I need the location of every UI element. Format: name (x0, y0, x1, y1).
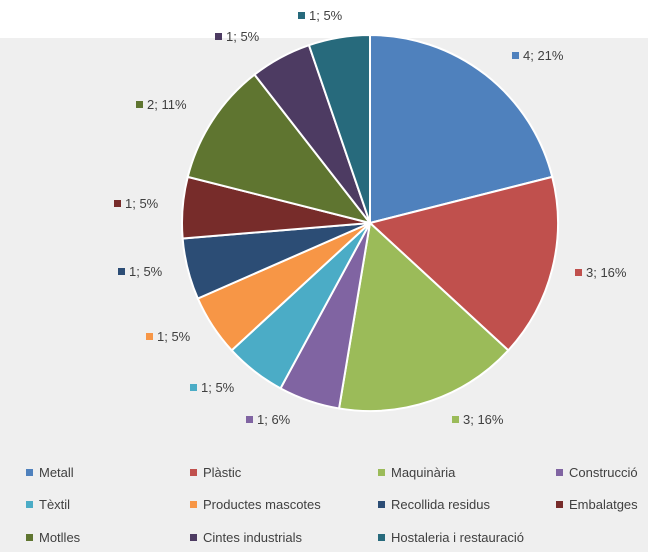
data-label-0: 4; 21% (512, 48, 564, 63)
legend-item: Construcció (556, 464, 638, 482)
legend-label: Construcció (569, 465, 638, 480)
data-label-2: 3; 16% (452, 412, 504, 427)
legend-swatch (26, 501, 33, 508)
data-label-text: 1; 6% (257, 412, 291, 427)
legend-item: Plàstic (190, 464, 241, 482)
data-label-4: 1; 5% (190, 380, 235, 395)
data-label-text: 4; 21% (523, 48, 564, 63)
data-label-text: 1; 5% (129, 264, 163, 279)
legend-swatch (26, 534, 33, 541)
legend-item: Motlles (26, 529, 80, 547)
data-label-3: 1; 6% (246, 412, 291, 427)
legend-label: Maquinària (391, 465, 455, 480)
data-label-6: 1; 5% (118, 264, 163, 279)
legend-item: Hostaleria i restauració (378, 529, 524, 547)
legend-label: Productes mascotes (203, 497, 321, 512)
data-label-7: 1; 5% (114, 196, 159, 211)
legend-swatch (190, 534, 197, 541)
legend-label: Cintes industrials (203, 530, 302, 545)
data-label-5: 1; 5% (146, 329, 191, 344)
legend-swatch (190, 469, 197, 476)
data-label-marker (452, 416, 459, 423)
data-label-marker (215, 33, 222, 40)
legend: Metall Plàstic Maquinària Construcció Tèxtil… (0, 452, 648, 552)
data-label-marker (575, 269, 582, 276)
data-label-marker (136, 101, 143, 108)
legend-item: Maquinària (378, 464, 455, 482)
data-label-text: 1; 5% (157, 329, 191, 344)
legend-label: Recollida residus (391, 497, 490, 512)
data-label-text: 1; 5% (125, 196, 159, 211)
data-label-text: 1; 5% (226, 29, 260, 44)
legend-label: Embalatges (569, 497, 638, 512)
legend-item: Embalatges (556, 496, 638, 514)
data-label-text: 1; 5% (309, 8, 343, 23)
pie-chart: 4; 21% 3; 16% 3; 16% 1; 6% 1; 5% 1; 5% 1; 5% 1;… (0, 0, 648, 452)
legend-swatch (190, 501, 197, 508)
legend-swatch (556, 469, 563, 476)
legend-item: Cintes industrials (190, 529, 302, 547)
legend-item: Productes mascotes (190, 496, 321, 514)
data-label-10: 1; 5% (298, 8, 343, 23)
data-label-marker (118, 268, 125, 275)
data-label-marker (146, 333, 153, 340)
data-label-text: 3; 16% (463, 412, 504, 427)
legend-item: Tèxtil (26, 496, 70, 514)
data-label-text: 1; 5% (201, 380, 235, 395)
legend-label: Motlles (39, 530, 80, 545)
legend-item: Recollida residus (378, 496, 490, 514)
data-label-9: 1; 5% (215, 29, 260, 44)
legend-swatch (556, 501, 563, 508)
legend-label: Plàstic (203, 465, 241, 480)
data-label-marker (114, 200, 121, 207)
data-label-marker (246, 416, 253, 423)
data-label-text: 3; 16% (586, 265, 627, 280)
legend-label: Metall (39, 465, 74, 480)
legend-item: Metall (26, 464, 74, 482)
legend-swatch (378, 534, 385, 541)
data-label-marker (298, 12, 305, 19)
legend-swatch (26, 469, 33, 476)
data-label-marker (190, 384, 197, 391)
legend-swatch (378, 501, 385, 508)
data-label-1: 3; 16% (575, 265, 627, 280)
data-label-text: 2; 11% (147, 97, 187, 112)
legend-swatch (378, 469, 385, 476)
legend-label: Tèxtil (39, 497, 70, 512)
data-label-marker (512, 52, 519, 59)
legend-label: Hostaleria i restauració (391, 530, 524, 545)
data-label-8: 2; 11% (136, 97, 187, 112)
